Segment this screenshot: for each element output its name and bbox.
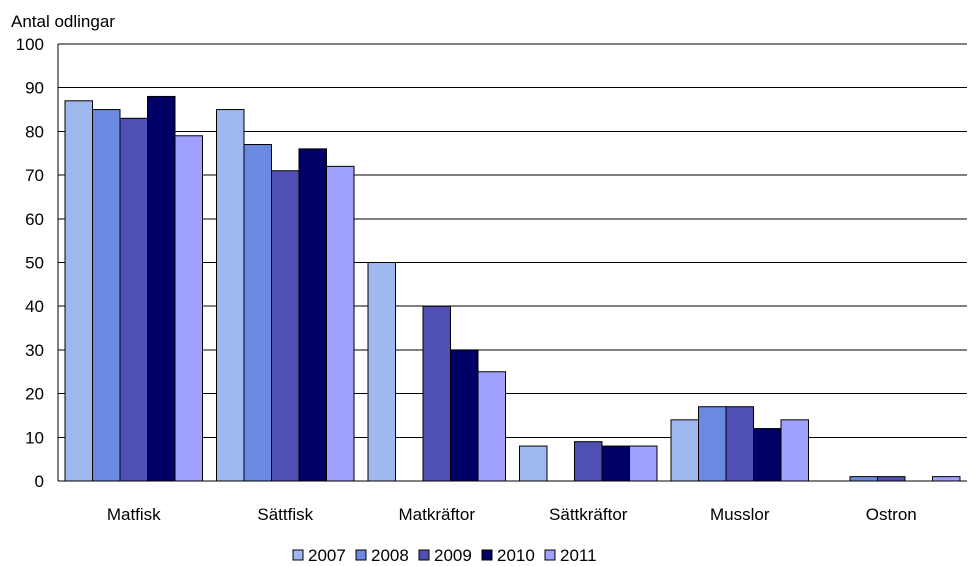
x-tick-label: Sättkräftor — [549, 505, 628, 524]
bar-2007-0 — [64, 100, 93, 482]
bar-2011-1 — [326, 165, 355, 482]
y-tick-label: 20 — [25, 385, 44, 404]
x-tick-label: Musslor — [710, 505, 770, 524]
y-tick-label: 40 — [25, 297, 44, 316]
bar-2008-5 — [849, 476, 878, 482]
bar-2007-1 — [216, 109, 245, 482]
x-tick-label: Matkräftor — [398, 505, 475, 524]
legend-swatch — [355, 549, 367, 561]
legend-label: 2011 — [560, 546, 597, 565]
bars — [64, 95, 961, 482]
legend-label: 2008 — [371, 546, 409, 565]
bar-2007-3 — [519, 445, 548, 482]
legend-swatch — [544, 549, 556, 561]
bar-2010-4 — [753, 428, 782, 482]
bar-2010-2 — [450, 349, 479, 482]
bar-2007-4 — [670, 419, 699, 482]
y-tick-label: 60 — [25, 210, 44, 229]
bar-2010-0 — [147, 95, 176, 482]
bar-2008-0 — [92, 109, 121, 482]
y-tick-label: 80 — [25, 122, 44, 141]
legend-label: 2007 — [308, 546, 346, 565]
y-tick-labels: 0 10 20 30 40 50 60 70 80 90 100 — [16, 35, 44, 491]
bar-2007-2 — [367, 262, 396, 482]
x-tick-label: Matfisk — [107, 505, 161, 524]
bar-2009-2 — [422, 305, 451, 482]
y-tick-label: 70 — [25, 166, 44, 185]
bar-2009-1 — [271, 170, 300, 482]
bar-2009-0 — [119, 117, 148, 482]
y-tick-label: 30 — [25, 341, 44, 360]
bar-2011-0 — [174, 135, 203, 482]
legend-swatch — [418, 549, 430, 561]
bar-2009-4 — [725, 406, 754, 482]
x-tick-label: Sättfisk — [257, 505, 313, 524]
y-tick-label: 100 — [16, 35, 44, 54]
y-tick-label: 90 — [25, 79, 44, 98]
y-axis-label: Antal odlingar — [11, 12, 115, 31]
legend: 2007 2008 2009 2010 2011 — [292, 546, 597, 565]
bar-2009-5 — [877, 476, 906, 482]
legend-label: 2009 — [434, 546, 472, 565]
bar-2011-3 — [629, 445, 658, 482]
bar-2009-3 — [574, 441, 603, 482]
x-tick-labels: Matfisk Sättfisk Matkräftor Sättkräftor Muss… — [107, 505, 917, 524]
legend-label: 2010 — [497, 546, 535, 565]
y-tick-label: 10 — [25, 428, 44, 447]
x-tick-label: Ostron — [866, 505, 917, 524]
bar-2010-3 — [601, 445, 630, 482]
bar-2008-4 — [698, 406, 727, 482]
bar-2011-2 — [477, 371, 506, 482]
bar-2008-1 — [243, 144, 272, 482]
legend-swatch — [481, 549, 493, 561]
y-tick-label: 50 — [25, 254, 44, 273]
bar-2011-4 — [780, 419, 809, 482]
bar-2010-1 — [298, 148, 327, 482]
bar-2011-5 — [932, 476, 961, 482]
grid-lines — [58, 43, 967, 438]
y-tick-label: 0 — [35, 472, 44, 491]
legend-swatch — [292, 549, 304, 561]
